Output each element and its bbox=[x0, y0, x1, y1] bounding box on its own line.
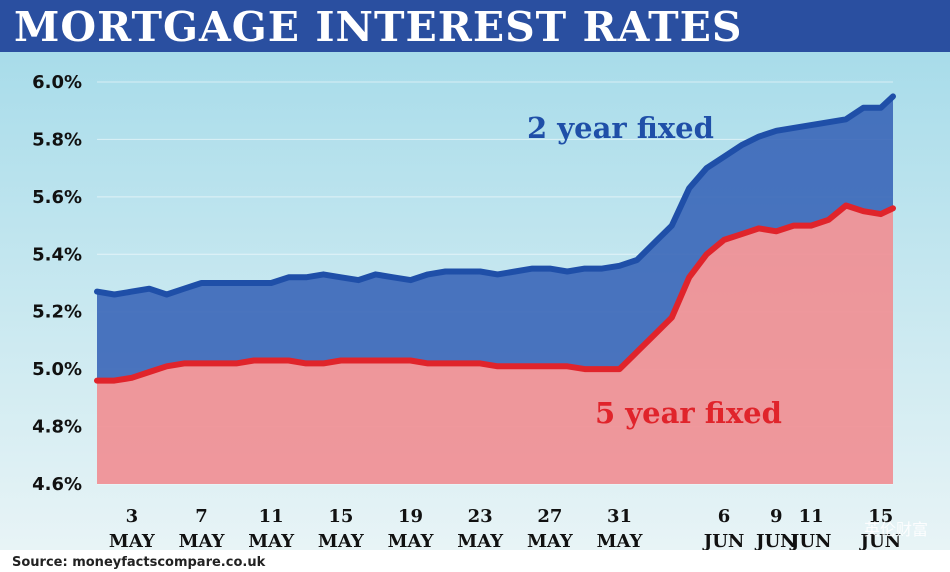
x-tick-day: 11 bbox=[799, 506, 824, 527]
x-tick-day: 15 bbox=[328, 506, 353, 527]
x-tick-day: 23 bbox=[468, 506, 493, 527]
chart-title: MORTGAGE INTEREST RATES bbox=[14, 3, 743, 51]
x-tick-month: JUN bbox=[858, 531, 901, 550]
x-tick-month: MAY bbox=[597, 531, 644, 550]
x-tick-day: 27 bbox=[537, 506, 562, 527]
x-tick-month: MAY bbox=[179, 531, 226, 550]
x-tick-day: 7 bbox=[195, 506, 208, 527]
x-tick-month: MAY bbox=[457, 531, 504, 550]
x-tick-day: 15 bbox=[868, 506, 893, 527]
y-tick-label: 5.4% bbox=[32, 244, 82, 265]
x-axis: 3 MAY 7 MAY 11 MAY 15 MAY 19 MAY 23 MAY 27 MAY 31 MAY 6 J… bbox=[109, 506, 901, 550]
title-bar: MORTGAGE INTEREST RATES bbox=[0, 0, 950, 52]
x-tick-day: 6 bbox=[718, 506, 731, 527]
x-tick-month: JUN bbox=[789, 531, 832, 550]
x-tick-day: 31 bbox=[607, 506, 632, 527]
line-layer bbox=[94, 93, 896, 384]
x-tick-month: MAY bbox=[388, 531, 435, 550]
x-tick-month: MAY bbox=[318, 531, 365, 550]
five-year-line bbox=[94, 202, 896, 384]
y-tick-label: 5.2% bbox=[32, 302, 82, 323]
y-tick-label: 5.8% bbox=[32, 129, 82, 150]
series-label-2-year: 2 year fixed bbox=[527, 111, 714, 145]
y-tick-label: 6.0% bbox=[32, 72, 82, 93]
y-tick-label: 5.6% bbox=[32, 187, 82, 208]
source-note: Source: moneyfactscompare.co.uk bbox=[12, 555, 266, 570]
x-tick-day: 11 bbox=[259, 506, 284, 527]
x-tick-day: 19 bbox=[398, 506, 423, 527]
x-tick-day: 3 bbox=[126, 506, 139, 527]
y-tick-label: 4.6% bbox=[32, 474, 82, 495]
chart-svg: 6.0% 5.8% 5.6% 5.4% 5.2% 5.0% 4.8% 4.6% 3 MAY 7 MA… bbox=[0, 52, 950, 550]
series-label-5-year: 5 year fixed bbox=[595, 396, 782, 430]
two-year-line bbox=[94, 93, 896, 298]
y-tick-label: 5.0% bbox=[32, 359, 82, 380]
two-year-area bbox=[97, 96, 893, 381]
x-tick-month: MAY bbox=[109, 531, 156, 550]
y-axis: 6.0% 5.8% 5.6% 5.4% 5.2% 5.0% 4.8% 4.6% bbox=[32, 72, 82, 495]
x-tick-month: MAY bbox=[527, 531, 574, 550]
x-tick-month: JUN bbox=[702, 531, 745, 550]
x-tick-month: JUN bbox=[754, 531, 797, 550]
y-tick-label: 4.8% bbox=[32, 417, 82, 438]
watermark: 英伦财富 bbox=[863, 520, 928, 539]
x-tick-month: MAY bbox=[248, 531, 295, 550]
x-tick-day: 9 bbox=[770, 506, 783, 527]
